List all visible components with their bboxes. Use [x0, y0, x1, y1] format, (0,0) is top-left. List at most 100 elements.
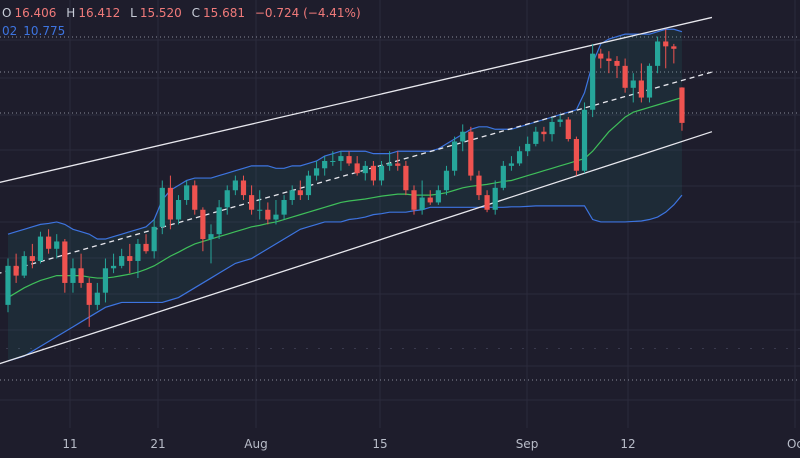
candle[interactable]: [614, 56, 620, 79]
candle[interactable]: [435, 185, 441, 205]
candle[interactable]: [557, 114, 563, 127]
candle-body: [143, 243, 149, 252]
candle[interactable]: [224, 185, 230, 215]
candle[interactable]: [46, 229, 52, 254]
candle[interactable]: [86, 278, 92, 327]
candle[interactable]: [289, 185, 295, 205]
candle[interactable]: [265, 202, 271, 225]
candle-body: [671, 46, 677, 49]
candle[interactable]: [590, 43, 596, 118]
candle[interactable]: [54, 234, 60, 259]
candle[interactable]: [249, 185, 255, 215]
candle[interactable]: [346, 151, 352, 166]
candle[interactable]: [94, 282, 100, 310]
candle[interactable]: [135, 239, 141, 279]
candle[interactable]: [175, 195, 182, 225]
candle[interactable]: [37, 231, 44, 264]
candle[interactable]: [232, 175, 238, 196]
candle[interactable]: [240, 175, 247, 200]
candles[interactable]: [5, 29, 685, 327]
candle[interactable]: [354, 156, 360, 176]
candle-body: [216, 207, 222, 235]
candle[interactable]: [29, 243, 35, 269]
candle[interactable]: [62, 239, 68, 293]
candle[interactable]: [370, 160, 376, 186]
candle[interactable]: [622, 58, 628, 93]
candle[interactable]: [565, 117, 571, 142]
candle[interactable]: [257, 190, 263, 220]
candle[interactable]: [387, 151, 393, 171]
candle[interactable]: [273, 200, 279, 225]
candle[interactable]: [508, 156, 515, 171]
candle[interactable]: [184, 180, 190, 205]
candle-body: [127, 256, 133, 261]
candle[interactable]: [78, 253, 84, 288]
candle[interactable]: [679, 87, 685, 131]
candle[interactable]: [443, 165, 450, 196]
candle[interactable]: [646, 63, 653, 103]
candle[interactable]: [549, 117, 555, 142]
candle[interactable]: [541, 126, 547, 142]
candle[interactable]: [208, 224, 214, 264]
candle-body: [516, 151, 523, 164]
candle-body: [443, 170, 450, 191]
candle[interactable]: [313, 160, 320, 181]
candle[interactable]: [70, 258, 76, 293]
candle[interactable]: [13, 253, 19, 283]
candle[interactable]: [297, 180, 303, 200]
candle[interactable]: [598, 48, 604, 69]
candle[interactable]: [411, 185, 417, 215]
candle[interactable]: [533, 126, 539, 147]
candle[interactable]: [484, 190, 490, 213]
candle[interactable]: [655, 36, 661, 74]
candle[interactable]: [362, 160, 368, 181]
candle[interactable]: [378, 160, 385, 186]
candle[interactable]: [395, 151, 401, 171]
candle[interactable]: [581, 102, 588, 174]
candle[interactable]: [500, 160, 506, 191]
candle[interactable]: [5, 258, 11, 313]
candle[interactable]: [330, 151, 336, 166]
candle-body: [468, 131, 474, 176]
candle[interactable]: [452, 136, 458, 176]
candle-body: [427, 197, 433, 203]
scale-dot: [786, 348, 788, 349]
candle[interactable]: [143, 234, 149, 254]
candle[interactable]: [322, 156, 328, 176]
candle[interactable]: [671, 43, 677, 64]
candle[interactable]: [102, 258, 109, 303]
candle[interactable]: [663, 29, 669, 69]
candle-body: [581, 109, 588, 171]
candle[interactable]: [192, 180, 198, 215]
candle[interactable]: [338, 151, 344, 171]
candle[interactable]: [281, 195, 287, 220]
candle-body: [86, 282, 92, 305]
candle-body: [622, 65, 628, 88]
candle[interactable]: [516, 146, 523, 166]
candle[interactable]: [630, 73, 636, 103]
candle[interactable]: [638, 63, 644, 103]
candle[interactable]: [167, 175, 173, 230]
candle[interactable]: [476, 170, 482, 200]
candle[interactable]: [305, 170, 312, 200]
candle[interactable]: [110, 253, 117, 274]
candle[interactable]: [573, 136, 579, 176]
candle[interactable]: [606, 51, 612, 74]
candle[interactable]: [460, 124, 466, 152]
candle[interactable]: [468, 126, 474, 181]
candle[interactable]: [200, 207, 206, 252]
candle[interactable]: [119, 248, 125, 269]
candle[interactable]: [21, 251, 27, 279]
candle[interactable]: [419, 180, 425, 215]
candle[interactable]: [159, 180, 165, 235]
candle[interactable]: [525, 136, 531, 157]
candle[interactable]: [127, 243, 133, 274]
candle[interactable]: [403, 160, 409, 196]
bb-basis-line: [7, 96, 683, 299]
candle[interactable]: [216, 200, 222, 240]
candle[interactable]: [492, 180, 498, 215]
candle[interactable]: [151, 219, 157, 259]
candle[interactable]: [427, 190, 433, 205]
